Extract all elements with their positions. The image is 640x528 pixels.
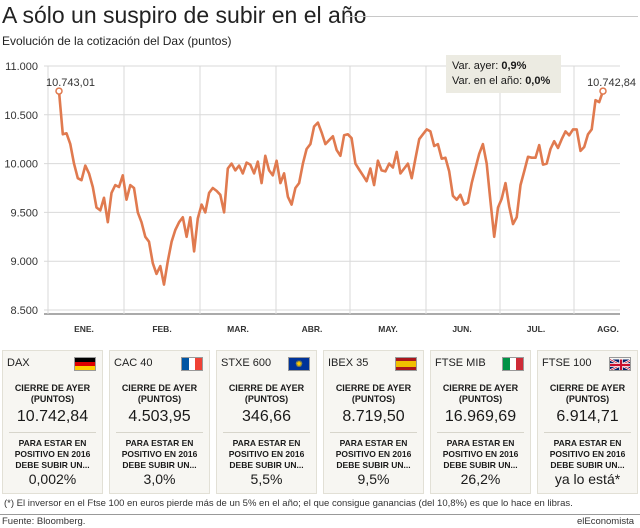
end-value-label: 10.742,84 <box>587 77 636 89</box>
card-index-name: FTSE MIB <box>435 357 486 369</box>
chart-subtitle: Evolución de la cotización del Dax (punt… <box>2 34 232 48</box>
index-card-stxe-600: STXE 600 ✺ CIERRE DE AYER (PUNTOS) 346,66 PA… <box>216 350 317 494</box>
index-card-cac-40: CAC 40 CIERRE DE AYER (PUNTOS) 4.503,95 PAR… <box>109 350 210 494</box>
card-needed-header: PARA ESTAR EN POSITIVO EN 2016 DEBE SUBI… <box>442 438 519 470</box>
flag-de-icon <box>74 357 96 371</box>
card-close-header: CIERRE DE AYER (PUNTOS) <box>14 383 91 404</box>
brand-logo: elEconomista <box>576 516 634 527</box>
footnote: (*) El inversor en el Ftse 100 en euros … <box>4 498 573 509</box>
card-needed-pct: 9,5% <box>357 471 390 487</box>
card-close-header: CIERRE DE AYER (PUNTOS) <box>549 383 626 404</box>
var-year-row: Var. en el año: 0,0% <box>452 74 555 89</box>
card-index-name: DAX <box>7 357 30 369</box>
dax-line-chart: 11.000 10.500 10.000 9.500 9.000 8.500 ENE. FEB… <box>4 61 636 334</box>
card-divider <box>437 432 524 433</box>
card-needed-pct: ya lo está* <box>554 471 621 487</box>
card-needed-pct: 0,002% <box>28 471 77 487</box>
card-needed-header: PARA ESTAR EN POSITIVO EN 2016 DEBE SUBI… <box>335 438 412 470</box>
x-tick-label: ABR. <box>302 324 323 334</box>
card-close-value: 346,66 <box>242 408 291 425</box>
x-tick-label: ENE. <box>74 324 94 334</box>
flag-eu-icon: ✺ <box>288 357 310 371</box>
x-tick-label: JUL. <box>527 324 545 334</box>
index-card-ftse-mib: FTSE MIB CIERRE DE AYER (PUNTOS) 16.969,69… <box>430 350 531 494</box>
flag-uk-icon <box>609 357 631 371</box>
index-card-dax: DAX CIERRE DE AYER (PUNTOS) 10.742,84 PARA … <box>2 350 103 494</box>
card-index-name: FTSE 100 <box>542 357 592 369</box>
flag-fr-icon <box>181 357 203 371</box>
card-close-header: CIERRE DE AYER (PUNTOS) <box>335 383 412 404</box>
start-point-marker <box>55 87 63 95</box>
x-tick-label: JUN. <box>452 324 471 334</box>
start-value-label: 10.743,01 <box>46 77 95 89</box>
card-close-header: CIERRE DE AYER (PUNTOS) <box>121 383 198 404</box>
var-year-value: 0,0% <box>525 75 551 87</box>
card-close-value: 4.503,95 <box>128 408 191 425</box>
card-close-header: CIERRE DE AYER (PUNTOS) <box>228 383 305 404</box>
card-close-value: 10.742,84 <box>16 408 89 425</box>
dax-series-line <box>57 89 605 286</box>
flag-it-icon <box>502 357 524 371</box>
y-tick-label: 9.000 <box>10 256 38 268</box>
var-ayer-label: Var. ayer: <box>452 60 499 72</box>
card-needed-header: PARA ESTAR EN POSITIVO EN 2016 DEBE SUBI… <box>121 438 198 470</box>
source-note: Fuente: Bloomberg. <box>2 516 86 527</box>
var-ayer-row: Var. ayer: 0,9% <box>452 59 555 74</box>
card-divider <box>223 432 310 433</box>
index-card-ibex-35: IBEX 35 CIERRE DE AYER (PUNTOS) 8.719,50 PA… <box>323 350 424 494</box>
card-divider <box>116 432 203 433</box>
card-close-value: 8.719,50 <box>342 408 405 425</box>
card-divider <box>330 432 417 433</box>
bottom-divider <box>0 514 640 515</box>
y-tick-label: 9.500 <box>10 207 38 219</box>
y-tick-label: 11.000 <box>5 61 38 73</box>
card-index-name: STXE 600 <box>221 357 272 369</box>
y-tick-label: 10.500 <box>4 110 38 122</box>
x-tick-label: AGO. <box>597 324 619 334</box>
x-tick-label: MAY. <box>378 324 398 334</box>
x-tick-label: FEB. <box>152 324 171 334</box>
card-close-value: 6.914,71 <box>556 408 619 425</box>
card-needed-header: PARA ESTAR EN POSITIVO EN 2016 DEBE SUBI… <box>549 438 626 470</box>
page-title: A sólo un suspiro de subir en el año <box>2 2 367 28</box>
card-divider <box>544 432 631 433</box>
y-tick-label: 8.500 <box>10 305 38 317</box>
card-needed-pct: 5,5% <box>250 471 283 487</box>
variation-infobox: Var. ayer: 0,9% Var. en el año: 0,0% <box>446 55 561 93</box>
y-tick-label: 10.000 <box>4 159 38 171</box>
var-ayer-value: 0,9% <box>501 60 527 72</box>
card-needed-header: PARA ESTAR EN POSITIVO EN 2016 DEBE SUBI… <box>228 438 305 470</box>
var-year-label: Var. en el año: <box>452 75 523 87</box>
card-needed-pct: 26,2% <box>460 471 501 487</box>
end-point-marker <box>599 87 607 95</box>
card-index-name: IBEX 35 <box>328 357 369 369</box>
card-close-value: 16.969,69 <box>444 408 517 425</box>
card-divider <box>9 432 96 433</box>
index-card-ftse-100: FTSE 100 CIERRE DE AYER (PUNTOS) 6.914,71 P… <box>537 350 638 494</box>
card-needed-header: PARA ESTAR EN POSITIVO EN 2016 DEBE SUBI… <box>14 438 91 470</box>
x-tick-label: MAR. <box>227 324 249 334</box>
title-divider <box>346 16 638 17</box>
card-index-name: CAC 40 <box>114 357 153 369</box>
card-close-header: CIERRE DE AYER (PUNTOS) <box>442 383 519 404</box>
card-needed-pct: 3,0% <box>143 471 176 487</box>
flag-es-icon <box>395 357 417 371</box>
